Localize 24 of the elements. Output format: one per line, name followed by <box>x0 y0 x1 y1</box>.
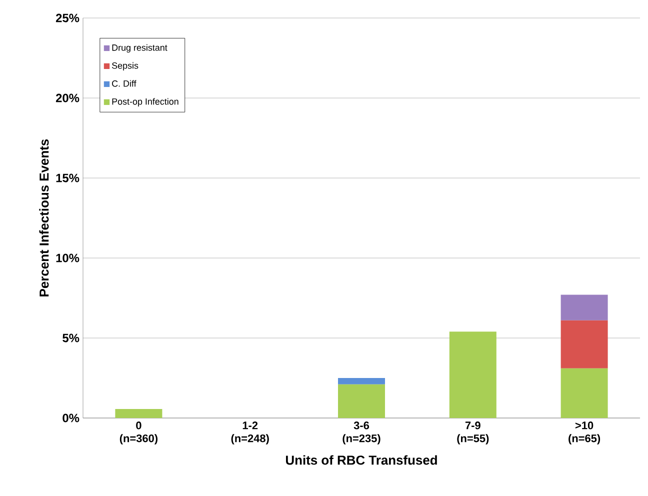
bar <box>115 409 162 418</box>
y-tick-label: 25% <box>56 14 80 22</box>
legend-label: Drug resistant <box>112 44 168 53</box>
bar <box>560 368 608 418</box>
y-tick-label: 0% <box>62 414 80 422</box>
x-tick-label: 3-6 (n=235) <box>342 422 380 444</box>
legend-label: Sepsis <box>112 62 138 71</box>
legend-label: C. Diff <box>112 80 136 87</box>
y-tick-label: 15% <box>56 174 80 182</box>
bar <box>338 384 385 418</box>
y-tick-label: 10% <box>56 254 80 262</box>
legend-label: Post-op Infection <box>112 98 178 106</box>
x-tick-label: 0 (n=360) <box>120 422 158 444</box>
x-tick-label: >10 (n=65) <box>568 422 600 444</box>
x-tick-label: 7-9 (n=55) <box>457 422 489 444</box>
y-tick-label: 20% <box>56 94 80 102</box>
bar <box>560 294 608 320</box>
x-axis-title: Units of RBC Transfused <box>286 455 437 465</box>
y-tick-label: 5% <box>62 334 80 342</box>
bar <box>338 378 385 384</box>
bar <box>560 320 608 368</box>
bar <box>449 332 496 418</box>
x-tick-label: 1-2 (n=248) <box>231 422 269 444</box>
y-axis-title: Percent Infectious Events <box>39 139 49 296</box>
